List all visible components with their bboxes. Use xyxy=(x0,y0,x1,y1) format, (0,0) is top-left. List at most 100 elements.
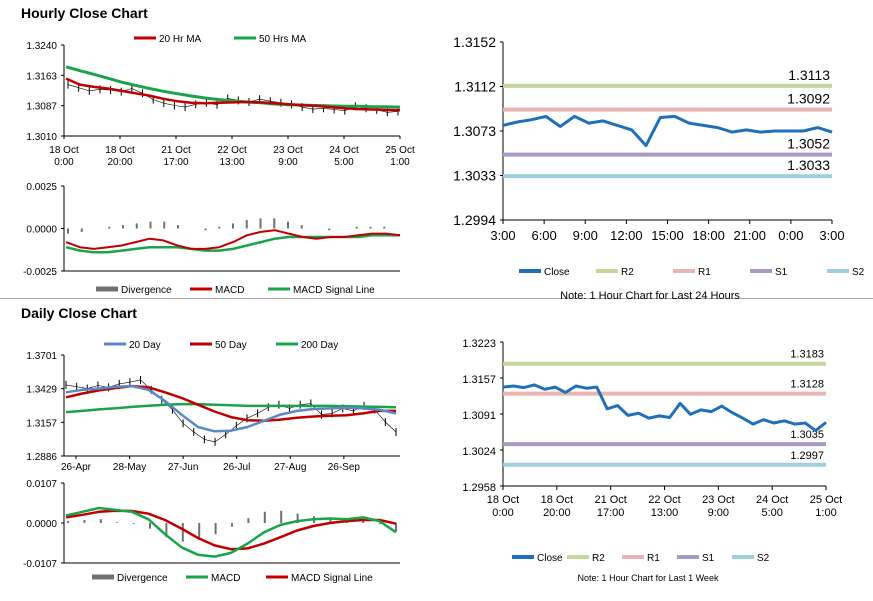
daily-legend-ma20-label: 20 Day xyxy=(129,340,161,351)
daily-ma20-line xyxy=(65,384,397,433)
daily-sr-legend-s1-label: S1 xyxy=(702,553,715,564)
daily-sr-xtick-label: 17:00 xyxy=(597,507,625,519)
hourly-price-xtick-label: 21 Oct xyxy=(161,145,191,156)
hourly-sr-xtick-label: 6:00 xyxy=(531,228,556,243)
daily-sr-legend-r2-label: R2 xyxy=(592,553,605,564)
daily-legend-ma200-label: 200 Day xyxy=(301,340,338,351)
daily-price-ytick-label: 1.2886 xyxy=(26,452,57,463)
hourly-price-xtick-label: 20:00 xyxy=(107,157,132,168)
hourly-price-ytick-label: 1.3010 xyxy=(26,132,57,143)
daily-macd-signal-line xyxy=(65,509,397,551)
hourly-price-xtick-label: 0:00 xyxy=(54,157,74,168)
daily-sr-xtick-label: 5:00 xyxy=(761,507,782,519)
daily-sr-ytick-label: 1.3091 xyxy=(462,410,496,422)
daily-legend-signal-label: MACD Signal Line xyxy=(291,573,373,584)
hourly-chart-title: Hourly Close Chart xyxy=(21,5,148,21)
hourly-macd-line xyxy=(65,229,401,250)
hourly-legend-signal-label: MACD Signal Line xyxy=(293,285,375,296)
daily-sr-ytick-label: 1.3024 xyxy=(462,446,496,458)
hourly-price-ytick-label: 1.3087 xyxy=(26,102,57,113)
hourly-sr-legend-s2-label: S2 xyxy=(852,267,865,278)
daily-sr-ytick-label: 1.3157 xyxy=(462,374,496,386)
daily-legend-macd-label: MACD xyxy=(211,573,240,584)
hourly-legend-macd-label: MACD xyxy=(215,285,244,296)
hourly-sr-legend-r1-label: R1 xyxy=(698,267,711,278)
hourly-macd-signal-line xyxy=(65,234,400,254)
daily-macd-ytick-label: -0.0107 xyxy=(23,559,57,570)
hourly-sr-ytick-label: 1.3152 xyxy=(453,34,496,50)
daily-sr-ytick-label: 1.3223 xyxy=(462,338,496,350)
hourly-legend-divergence-label: Divergence xyxy=(121,285,172,296)
hourly-price-xtick-label: 1:00 xyxy=(390,157,410,168)
hourly-price-xtick-label: 25 Oct xyxy=(385,145,415,156)
daily-sr-xtick-label: 1:00 xyxy=(815,507,836,519)
hourly-sr-legend-s1-label: S1 xyxy=(775,267,788,278)
daily-sr-level-label-r2: 1.3183 xyxy=(790,349,824,361)
hourly-price-ytick-label: 1.3163 xyxy=(26,71,57,82)
hourly-sr-xtick-label: 12:00 xyxy=(610,228,643,243)
daily-sr-legend-s2-label: S2 xyxy=(757,553,770,564)
hourly-sr-legend-close-label: Close xyxy=(544,267,570,278)
daily-price-xtick-label: 26-Apr xyxy=(61,462,92,473)
daily-sr-xtick-label: 23 Oct xyxy=(702,494,734,506)
hourly-sr-xtick-label: 15:00 xyxy=(651,228,684,243)
hourly-sr-xtick-label: 3:00 xyxy=(819,228,844,243)
daily-sr-level-label-r1: 1.3128 xyxy=(790,379,824,391)
hourly-sr-ytick-label: 1.3033 xyxy=(453,168,496,184)
daily-legend-divergence-label: Divergence xyxy=(117,573,168,584)
hourly-sr-xtick-label: 0:00 xyxy=(778,228,803,243)
daily-sr-xtick-label: 20:00 xyxy=(543,507,571,519)
hourly-price-xtick-label: 24 Oct xyxy=(329,145,359,156)
hourly-macd-ytick-label: 0.0025 xyxy=(26,182,57,193)
hourly-sr-xtick-label: 21:00 xyxy=(733,228,766,243)
hourly-sr-level-label-s2: 1.3033 xyxy=(787,157,830,173)
daily-sr-close-line xyxy=(502,383,827,433)
daily-legend-ma50-label: 50 Day xyxy=(215,340,247,351)
hourly-macd-ytick-label: -0.0025 xyxy=(23,267,57,278)
daily-sr-xtick-label: 9:00 xyxy=(708,507,729,519)
daily-price-xtick-label: 27-Jun xyxy=(168,462,199,473)
daily-sr-xtick-label: 18 Oct xyxy=(541,494,573,506)
hourly-price-xtick-label: 22 Oct xyxy=(217,145,247,156)
daily-price-xtick-label: 27-Aug xyxy=(274,462,306,473)
hourly-sr-ytick-label: 1.3073 xyxy=(453,123,496,139)
hourly-sr-legend-r2-label: R2 xyxy=(621,267,634,278)
hourly-price-xtick-label: 17:00 xyxy=(163,157,188,168)
daily-sr-xtick-label: 25 Oct xyxy=(810,494,842,506)
daily-sr-level-label-s2: 1.2997 xyxy=(790,450,824,462)
hourly-sr-level-label-s1: 1.3052 xyxy=(787,136,830,152)
daily-sr-note: Note: 1 Hour Chart for Last 1 Week xyxy=(578,573,719,583)
hourly-sr-ytick-label: 1.3112 xyxy=(454,79,496,95)
daily-macd-ytick-label: 0.0107 xyxy=(26,479,57,490)
daily-price-ytick-label: 1.3701 xyxy=(26,351,57,362)
daily-price-xtick-label: 26-Sep xyxy=(328,462,361,473)
hourly-legend-ma50-label: 50 Hrs MA xyxy=(259,34,307,45)
daily-chart-title: Daily Close Chart xyxy=(21,305,137,321)
hourly-price-xtick-label: 18 Oct xyxy=(49,145,79,156)
hourly-legend-ma20-label: 20 Hr MA xyxy=(159,34,202,45)
daily-sr-xtick-label: 22 Oct xyxy=(648,494,680,506)
hourly-ma20-line xyxy=(65,77,401,112)
daily-price-xtick-label: 26-Jul xyxy=(223,462,250,473)
daily-price-ytick-label: 1.3157 xyxy=(26,418,57,429)
hourly-price-xtick-label: 5:00 xyxy=(334,157,354,168)
daily-ma50-line xyxy=(65,384,396,423)
hourly-sr-ytick-label: 1.2994 xyxy=(453,212,496,228)
daily-price-ytick-label: 1.3429 xyxy=(26,385,57,396)
daily-sr-xtick-label: 0:00 xyxy=(492,507,513,519)
hourly-sr-level-label-r2: 1.3113 xyxy=(788,67,830,83)
daily-sr-xtick-label: 18 Oct xyxy=(487,494,519,506)
hourly-sr-xtick-label: 18:00 xyxy=(692,228,725,243)
daily-macd-line xyxy=(65,506,397,558)
daily-macd-ytick-label: 0.0000 xyxy=(26,519,57,530)
hourly-price-xtick-label: 23 Oct xyxy=(273,145,303,156)
hourly-price-ytick-label: 1.3240 xyxy=(26,41,57,52)
hourly-ma50-line xyxy=(65,65,401,109)
daily-ma200-line xyxy=(65,402,397,414)
hourly-sr-close-line xyxy=(502,114,833,148)
daily-sr-xtick-label: 21 Oct xyxy=(594,494,626,506)
hourly-sr-note: Note: 1 Hour Chart for Last 24 Hours xyxy=(560,290,740,302)
daily-sr-legend-r1-label: R1 xyxy=(647,553,660,564)
hourly-price-xtick-label: 13:00 xyxy=(219,157,244,168)
